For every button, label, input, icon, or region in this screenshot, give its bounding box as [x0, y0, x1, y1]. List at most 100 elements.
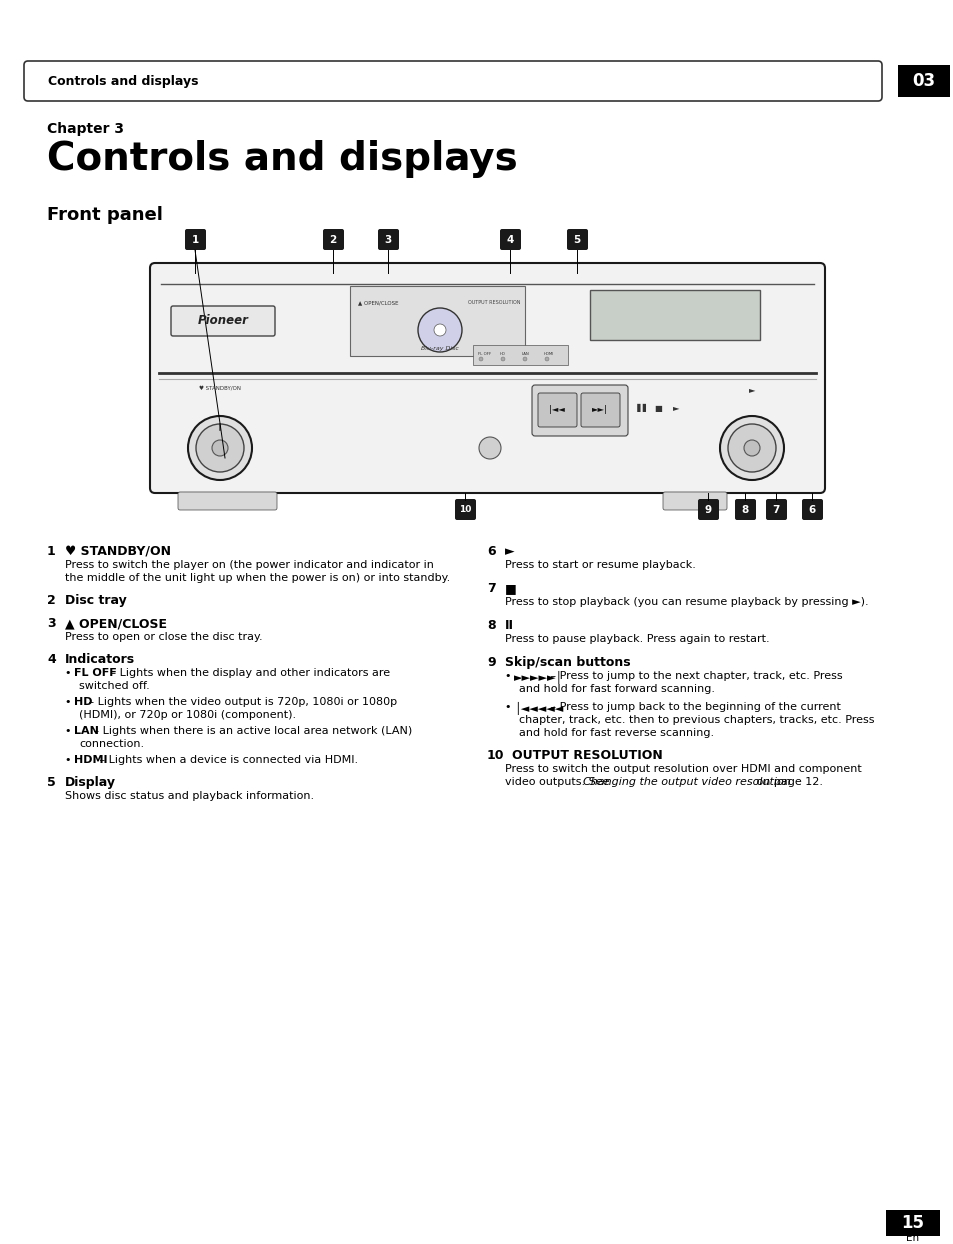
Text: ►: ► — [504, 545, 514, 559]
Circle shape — [212, 440, 228, 457]
Bar — [473, 345, 567, 364]
Text: ▲ OPEN/CLOSE: ▲ OPEN/CLOSE — [357, 300, 398, 305]
Text: 3: 3 — [384, 235, 392, 245]
Text: Chapter 3: Chapter 3 — [47, 122, 124, 136]
Bar — [897, 65, 949, 97]
Text: ■: ■ — [504, 582, 517, 595]
Text: Press to switch the player on (the power indicator and indicator in: Press to switch the player on (the power… — [65, 560, 434, 570]
FancyBboxPatch shape — [185, 229, 206, 250]
Text: Controls and displays: Controls and displays — [48, 75, 198, 87]
FancyBboxPatch shape — [377, 229, 398, 250]
Text: FL OFF: FL OFF — [477, 352, 491, 356]
Text: 8: 8 — [486, 620, 496, 632]
Text: 15: 15 — [901, 1214, 923, 1232]
Text: – Lights when the video output is 720p, 1080i or 1080p: – Lights when the video output is 720p, … — [85, 697, 396, 707]
Text: OUTPUT RESOLUTION: OUTPUT RESOLUTION — [468, 300, 520, 305]
Text: LAN: LAN — [74, 726, 99, 736]
Text: Blu-ray Disc: Blu-ray Disc — [420, 346, 458, 351]
Text: 9: 9 — [703, 505, 711, 515]
Circle shape — [727, 424, 775, 471]
Text: Display: Display — [65, 776, 116, 789]
Text: 6: 6 — [486, 545, 496, 559]
Text: connection.: connection. — [79, 739, 144, 749]
Text: ►: ► — [748, 384, 755, 394]
Text: chapter, track, etc. then to previous chapters, tracks, etc. Press: chapter, track, etc. then to previous ch… — [518, 715, 874, 725]
FancyBboxPatch shape — [698, 499, 719, 520]
Text: video outputs. See: video outputs. See — [504, 778, 613, 787]
Circle shape — [544, 357, 548, 361]
Text: En: En — [905, 1233, 919, 1243]
Text: on page 12.: on page 12. — [752, 778, 822, 787]
Text: 10: 10 — [486, 749, 504, 763]
Text: |◄◄: |◄◄ — [549, 406, 564, 414]
Text: – Lights when there is an active local area network (LAN): – Lights when there is an active local a… — [91, 726, 413, 736]
Text: the middle of the unit light up when the power is on) or into standby.: the middle of the unit light up when the… — [65, 573, 450, 583]
Text: ▲ OPEN/CLOSE: ▲ OPEN/CLOSE — [65, 617, 167, 629]
Text: 7: 7 — [772, 505, 779, 515]
Circle shape — [522, 357, 526, 361]
Text: II: II — [504, 620, 514, 632]
Text: LAN: LAN — [521, 352, 529, 356]
FancyBboxPatch shape — [537, 393, 577, 427]
Bar — [589, 290, 760, 340]
Text: HD: HD — [74, 697, 92, 707]
Text: ♥ STANDBY/ON: ♥ STANDBY/ON — [199, 384, 241, 391]
Text: Press to open or close the disc tray.: Press to open or close the disc tray. — [65, 632, 262, 642]
Text: Front panel: Front panel — [47, 207, 163, 224]
Text: ♥ STANDBY/ON: ♥ STANDBY/ON — [65, 545, 171, 559]
Text: 5: 5 — [573, 235, 580, 245]
Text: Disc tray: Disc tray — [65, 593, 127, 607]
Text: 9: 9 — [486, 656, 496, 669]
FancyBboxPatch shape — [566, 229, 587, 250]
Text: FL OFF: FL OFF — [74, 668, 116, 678]
Circle shape — [720, 415, 783, 480]
FancyBboxPatch shape — [580, 393, 619, 427]
Text: switched off.: switched off. — [79, 680, 150, 690]
Text: and hold for fast reverse scanning.: and hold for fast reverse scanning. — [518, 728, 714, 738]
Text: Skip/scan buttons: Skip/scan buttons — [504, 656, 630, 669]
Text: ►►►►►│: ►►►►►│ — [514, 671, 562, 684]
Bar — [350, 286, 524, 356]
Circle shape — [743, 440, 760, 457]
Text: 7: 7 — [486, 582, 496, 595]
FancyBboxPatch shape — [532, 384, 627, 435]
Text: │◄◄◄◄◄: │◄◄◄◄◄ — [514, 702, 562, 715]
Text: •: • — [65, 697, 75, 707]
FancyBboxPatch shape — [150, 262, 824, 493]
Text: OUTPUT RESOLUTION: OUTPUT RESOLUTION — [512, 749, 662, 763]
Circle shape — [478, 437, 500, 459]
Text: HDMI: HDMI — [74, 755, 108, 765]
Text: Pioneer: Pioneer — [197, 315, 248, 327]
Text: – Press to jump to the next chapter, track, etc. Press: – Press to jump to the next chapter, tra… — [546, 671, 841, 680]
FancyBboxPatch shape — [801, 499, 822, 520]
Text: (HDMI), or 720p or 1080i (component).: (HDMI), or 720p or 1080i (component). — [79, 710, 295, 720]
Text: Press to pause playback. Press again to restart.: Press to pause playback. Press again to … — [504, 634, 769, 644]
Circle shape — [500, 357, 504, 361]
Text: – Lights when the display and other indicators are: – Lights when the display and other indi… — [107, 668, 390, 678]
Circle shape — [434, 323, 446, 336]
Text: Controls and displays: Controls and displays — [47, 141, 517, 178]
FancyBboxPatch shape — [455, 499, 476, 520]
FancyBboxPatch shape — [323, 229, 344, 250]
Text: •: • — [65, 755, 75, 765]
FancyBboxPatch shape — [499, 229, 520, 250]
Text: 10: 10 — [458, 505, 471, 515]
Text: ►: ► — [672, 403, 679, 413]
Text: 8: 8 — [740, 505, 748, 515]
Text: ■: ■ — [654, 403, 661, 413]
Circle shape — [478, 357, 482, 361]
Text: – Press to jump back to the beginning of the current: – Press to jump back to the beginning of… — [546, 702, 840, 712]
Text: Press to stop playback (you can resume playback by pressing ►).: Press to stop playback (you can resume p… — [504, 597, 868, 607]
Circle shape — [195, 424, 244, 471]
Text: 1: 1 — [192, 235, 198, 245]
Text: Changing the output video resolution: Changing the output video resolution — [582, 778, 790, 787]
FancyBboxPatch shape — [171, 306, 274, 336]
Text: Press to switch the output resolution over HDMI and component: Press to switch the output resolution ov… — [504, 764, 861, 774]
Circle shape — [417, 309, 461, 352]
Text: Indicators: Indicators — [65, 653, 135, 666]
Text: •: • — [504, 702, 515, 712]
Text: 2: 2 — [329, 235, 336, 245]
Text: ▐▐: ▐▐ — [633, 403, 646, 413]
Text: ►►|: ►►| — [592, 406, 607, 414]
Text: 2: 2 — [47, 593, 55, 607]
